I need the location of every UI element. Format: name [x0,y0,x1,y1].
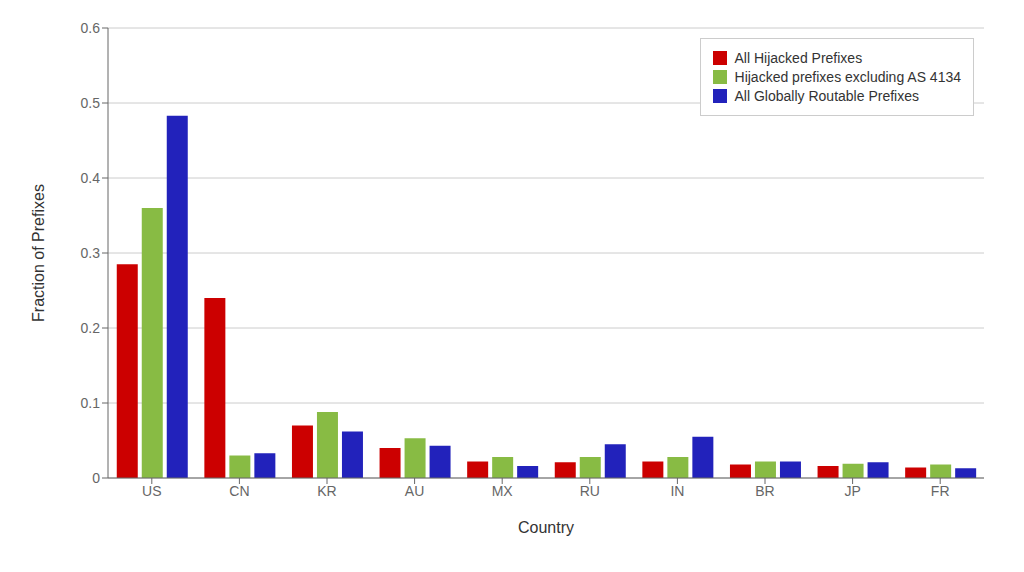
html-text:All Hijacked Prefixes: All Hijacked Prefixes [734,50,863,66]
svg-text:CN: CN [229,483,249,499]
svg-text:Country: Country [518,519,574,536]
svg-text:JP: JP [844,483,860,499]
svg-text:MX: MX [492,483,514,499]
svg-text:0.3: 0.3 [81,245,101,261]
svg-text:0.5: 0.5 [81,95,101,111]
svg-text:AU: AU [405,483,424,499]
svg-text:KR: KR [317,483,336,499]
svg-text:0: 0 [92,470,100,486]
svg-text:0.4: 0.4 [81,170,101,186]
svg-text:IN: IN [670,483,684,499]
svg-text:FR: FR [931,483,950,499]
svg-text:Fraction of Prefixes: Fraction of Prefixes [30,184,47,322]
svg-text:0.6: 0.6 [81,20,101,36]
svg-text:0.2: 0.2 [81,320,101,336]
svg-text:US: US [142,483,161,499]
html-text:Hijacked prefixes excluding AS: Hijacked prefixes excluding AS 4134 [734,69,961,85]
html-text:All Globally Routable Prefixes: All Globally Routable Prefixes [734,88,919,104]
svg-text:RU: RU [580,483,600,499]
svg-text:BR: BR [755,483,774,499]
svg-text:0.1: 0.1 [81,395,101,411]
